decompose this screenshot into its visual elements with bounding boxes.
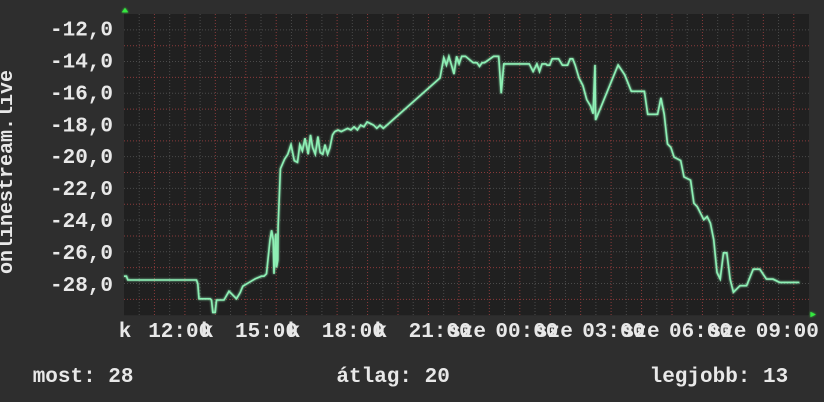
- svg-text:-26,0: -26,0: [50, 243, 113, 266]
- svg-text:átlag: 20: átlag: 20: [336, 366, 449, 389]
- svg-text:sze: sze: [535, 321, 573, 344]
- svg-text:sze: sze: [622, 321, 660, 344]
- svg-text:-20,0: -20,0: [50, 147, 113, 170]
- svg-text:k: k: [375, 321, 388, 344]
- svg-text:-28,0: -28,0: [50, 275, 113, 298]
- svg-text:-18,0: -18,0: [50, 115, 113, 138]
- svg-text:-24,0: -24,0: [50, 211, 113, 234]
- svg-text:most: 28: most: 28: [33, 366, 134, 389]
- svg-text:sze: sze: [709, 321, 747, 344]
- svg-text:legjobb: 13: legjobb: 13: [650, 366, 789, 389]
- svg-text:-16,0: -16,0: [50, 83, 113, 106]
- svg-text:sze: sze: [448, 321, 486, 344]
- svg-text:-22,0: -22,0: [50, 179, 113, 202]
- svg-text:-12,0: -12,0: [50, 20, 113, 43]
- svg-text:k: k: [119, 321, 132, 344]
- svg-text:09:00: 09:00: [756, 321, 819, 344]
- svg-text:k: k: [201, 321, 214, 344]
- svg-text:k: k: [288, 321, 301, 344]
- svg-text:-14,0: -14,0: [50, 52, 113, 75]
- svg-text:onlinestream.live: onlinestream.live: [0, 70, 19, 274]
